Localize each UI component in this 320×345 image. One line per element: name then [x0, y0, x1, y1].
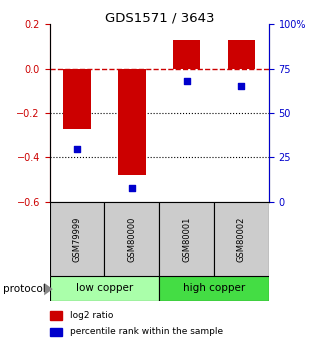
Bar [50, 202, 104, 276]
Point [239, 83, 244, 89]
Point [184, 78, 189, 84]
Bar [50, 276, 159, 301]
Text: log2 ratio: log2 ratio [70, 311, 114, 320]
Text: low copper: low copper [76, 284, 133, 293]
Bar [214, 202, 269, 276]
Polygon shape [44, 283, 53, 295]
Text: GDS1571 / 3643: GDS1571 / 3643 [105, 11, 215, 24]
Text: GSM80002: GSM80002 [237, 216, 246, 262]
Bar [118, 69, 146, 175]
Point [75, 146, 80, 151]
Bar [104, 202, 159, 276]
Bar [63, 69, 91, 129]
Point [129, 185, 134, 190]
Text: percentile rank within the sample: percentile rank within the sample [70, 327, 224, 336]
Text: GSM80000: GSM80000 [127, 216, 136, 262]
Text: GSM79999: GSM79999 [73, 216, 82, 262]
Bar [159, 202, 214, 276]
Bar [228, 40, 255, 69]
Bar [159, 276, 269, 301]
Bar [173, 40, 200, 69]
Text: high copper: high copper [183, 284, 245, 293]
Text: protocol: protocol [3, 284, 46, 294]
Text: GSM80001: GSM80001 [182, 216, 191, 262]
